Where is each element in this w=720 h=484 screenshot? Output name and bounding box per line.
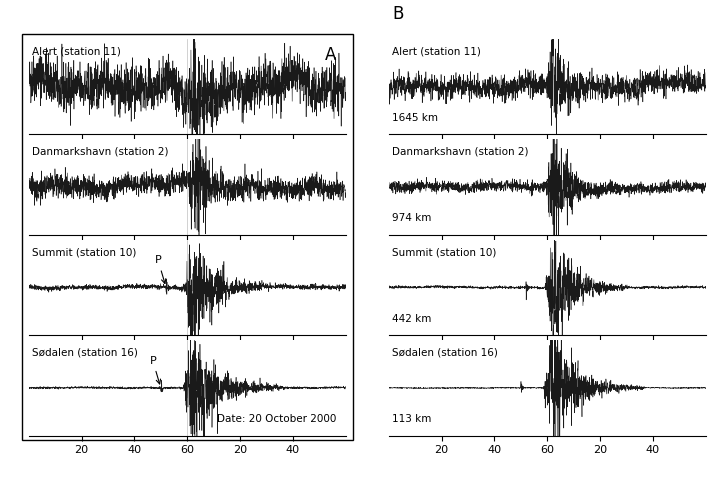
- Text: A: A: [325, 46, 336, 64]
- Text: Alert (station 11): Alert (station 11): [392, 46, 481, 56]
- Text: 442 km: 442 km: [392, 314, 431, 324]
- Text: 974 km: 974 km: [392, 213, 431, 223]
- Text: B: B: [392, 5, 403, 23]
- Text: Danmarkshavn (station 2): Danmarkshavn (station 2): [392, 147, 528, 157]
- Text: 113 km: 113 km: [392, 414, 431, 424]
- Text: Summit (station 10): Summit (station 10): [392, 247, 496, 257]
- Text: Date: 20 October 2000: Date: 20 October 2000: [217, 414, 336, 424]
- Text: P: P: [155, 256, 166, 284]
- Text: Sødalen (station 16): Sødalen (station 16): [32, 348, 138, 358]
- Text: Alert (station 11): Alert (station 11): [32, 46, 121, 56]
- Text: P: P: [150, 356, 161, 384]
- Text: Danmarkshavn (station 2): Danmarkshavn (station 2): [32, 147, 168, 157]
- Text: Sødalen (station 16): Sødalen (station 16): [392, 348, 498, 358]
- Text: Summit (station 10): Summit (station 10): [32, 247, 136, 257]
- Text: 1645 km: 1645 km: [392, 113, 438, 123]
